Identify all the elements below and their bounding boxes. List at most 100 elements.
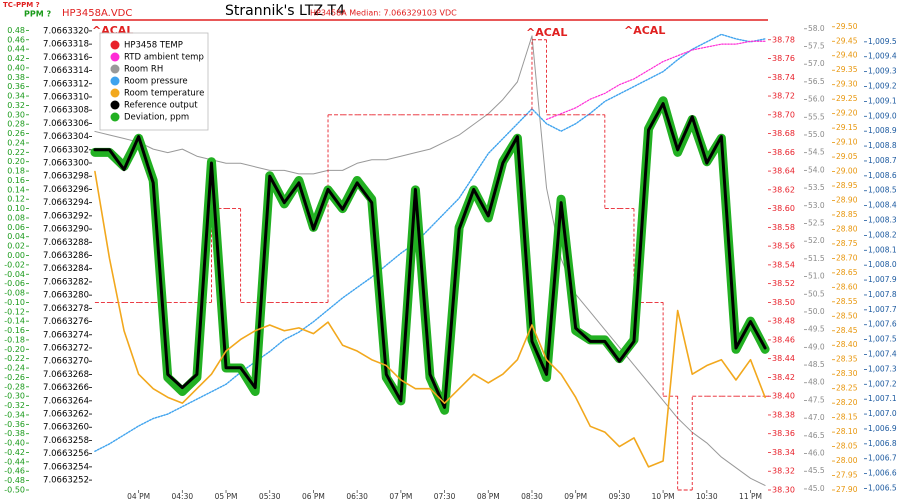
y-tick-label: 7.0663290 [43, 225, 89, 235]
y-tick-label: 0.04 [7, 232, 25, 241]
y-tick-label: 28.25 [836, 384, 858, 393]
y-tick-label: 45.5 [808, 466, 825, 475]
y-tick-label: 1,007.4 [868, 350, 897, 359]
y-tick-label: 28.30 [836, 369, 858, 378]
y-tick-label: 46.0 [808, 449, 825, 458]
y-tick-label: 56.0 [808, 95, 825, 104]
y-tick-label: 38.78 [772, 35, 795, 44]
y-tick-label: 28.95 [836, 181, 858, 190]
y-tick-label: 7.0663260 [43, 423, 89, 433]
y-tick-label: 55.5 [808, 112, 825, 121]
y-tick-label: 29.10 [836, 138, 858, 147]
y-tick-label: -0.22 [4, 354, 25, 363]
y-tick-label: 56.5 [808, 77, 825, 86]
y-tick-label: 0.18 [7, 167, 25, 176]
y-tick-label: 38.36 [772, 429, 795, 438]
y-tick-label: 38.38 [772, 410, 795, 419]
x-tick-label: 05:30 [259, 492, 281, 501]
y-tick-label: 7.0663288 [43, 238, 89, 248]
legend-marker [110, 64, 120, 74]
y-tick-label: 0.00 [7, 251, 25, 260]
legend-marker [110, 52, 120, 62]
y-tick-label: 7.0663294 [43, 198, 89, 208]
y-tick-label: 38.30 [772, 486, 795, 495]
x-tick-label: 11 PM [739, 492, 762, 501]
y-tick-label: -0.02 [4, 260, 25, 269]
y-tick-label: 7.0663276 [43, 317, 89, 327]
y-tick-label: -0.16 [4, 326, 25, 335]
y-tick-label: 38.34 [772, 448, 795, 457]
y-tick-label: 28.55 [836, 297, 858, 306]
y-tick-label: 28.45 [836, 326, 858, 335]
y-tick-label: -0.34 [4, 410, 25, 419]
y-tick-label: 7.0663268 [43, 370, 89, 380]
y-tick-label: 1,009.5 [868, 37, 897, 46]
y-tick-label: 0.36 [7, 82, 25, 91]
y-tick-label: 29.00 [836, 167, 858, 176]
y-tick-label: 28.05 [836, 442, 858, 451]
y-tick-label: 1,008.7 [868, 156, 897, 165]
annotation: HP3458A Median: 7.066329103 VDC [310, 9, 457, 18]
y-tick-label: 0.16 [7, 176, 25, 185]
x-tick-label: 08 PM [477, 492, 500, 501]
y-tick-label: 1,009.3 [868, 67, 897, 76]
y-tick-label: 38.48 [772, 317, 795, 326]
y-tick-label: -0.42 [4, 448, 25, 457]
y-tick-label: 38.52 [772, 279, 795, 288]
legend: HP3458 TEMP RTD ambient temp Room RH Room p… [99, 32, 209, 131]
legend-marker [110, 76, 120, 86]
y-tick-label: 7.0663310 [43, 92, 89, 102]
x-tick-label: 07 PM [389, 492, 412, 501]
y-tick-label: 38.42 [772, 373, 795, 382]
y-tick-label: 47.0 [808, 413, 825, 422]
y-tick-label: -0.30 [4, 392, 25, 401]
annotation: ^ACAL [526, 26, 567, 39]
y-tick-label: 48.5 [808, 360, 825, 369]
y-tick-label: 1,008.0 [868, 260, 897, 269]
y-tick-label: -0.38 [4, 429, 25, 438]
y-tick-label: 7.0663286 [43, 251, 89, 261]
y-tick-label: 0.38 [7, 73, 25, 82]
y-tick-label: 38.32 [772, 467, 795, 476]
y-tick-label: 1,007.0 [868, 409, 897, 418]
y-tick-label: 7.0663256 [43, 449, 89, 459]
y-tick-label: 52.0 [808, 236, 825, 245]
y-tick-label: -0.36 [4, 420, 25, 429]
y-tick-label: 7.0663274 [43, 330, 89, 340]
y-tick-label: 38.60 [772, 204, 795, 213]
y-tick-label: 1,006.6 [868, 469, 897, 478]
legend-marker [110, 112, 120, 122]
y-tick-label: 50.5 [808, 289, 825, 298]
x-tick-label: 10:30 [696, 492, 718, 501]
y-tick-label: 48.0 [808, 378, 825, 387]
y-tick-label: 1,007.2 [868, 379, 897, 388]
y-tick-label: 29.15 [836, 123, 858, 132]
y-tick-label: -0.10 [4, 298, 25, 307]
legend-marker [110, 40, 120, 50]
y-tick-label: 0.42 [7, 54, 25, 63]
y-tick-label: 1,007.7 [868, 305, 897, 314]
legend-label: Room temperature [124, 89, 204, 99]
y-tick-label: -0.32 [4, 401, 25, 410]
series-line [545, 40, 766, 121]
y-tick-label: 1,007.1 [868, 394, 897, 403]
y-tick-label: 1,007.9 [868, 275, 897, 284]
x-tick-label: 04:30 [172, 492, 194, 501]
y-tick-label: 28.40 [836, 340, 858, 349]
y-tick-label: 1,006.9 [868, 424, 897, 433]
y-tick-label: 7.0663282 [43, 277, 89, 287]
legend-marker [110, 100, 120, 110]
y-tick-label: 0.14 [7, 185, 25, 194]
x-tick-label: 07:30 [434, 492, 456, 501]
y-tick-label: 29.05 [836, 152, 858, 161]
y-tick-label: 7.0663300 [43, 159, 89, 169]
y-tick-label: 7.0663296 [43, 185, 89, 195]
x-tick-label: 09:30 [609, 492, 631, 501]
series-line [94, 33, 766, 452]
y-tick-label: 7.0663316 [43, 53, 89, 63]
y-tick-label: 28.10 [836, 427, 858, 436]
y-tick-label: 0.02 [7, 242, 25, 251]
y-tick-label: 1,006.5 [868, 484, 897, 493]
legend-marker [110, 88, 120, 98]
